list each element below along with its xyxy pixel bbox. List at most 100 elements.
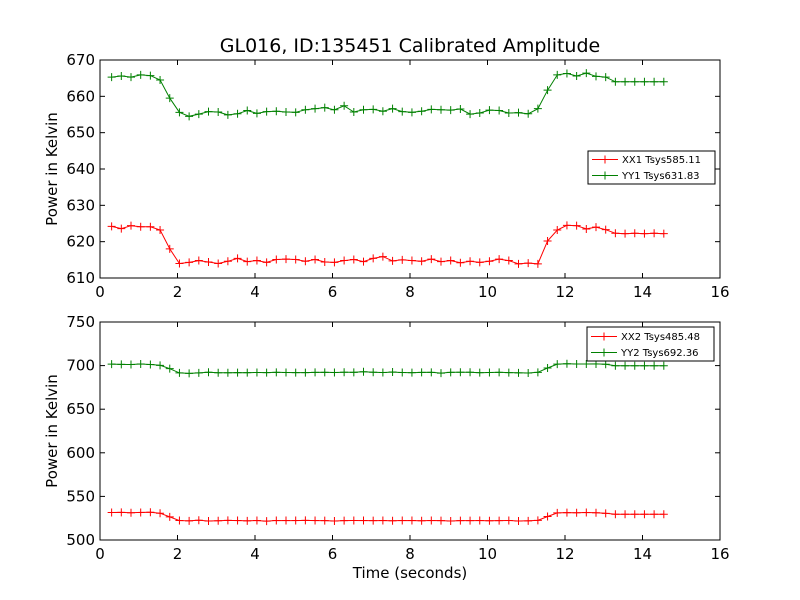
bottom-x-tick-label: 16 bbox=[710, 545, 729, 563]
top-axis-ticks: 0 2 4 6 8 10 12 14 16 610 620 630 640 650 660 670 bbox=[66, 51, 729, 301]
top-series-1-point bbox=[223, 110, 232, 119]
top-series-0-point bbox=[475, 258, 484, 267]
bottom-series-1-point bbox=[504, 368, 513, 377]
top-series-0-point bbox=[543, 236, 552, 245]
bottom-series-1-point bbox=[359, 367, 368, 376]
top-series-0-point bbox=[630, 229, 639, 238]
bottom-series-1-point bbox=[223, 368, 232, 377]
bottom-panel: 0 2 4 6 8 10 12 14 16 500 550 600 650 700 750 Power in… bbox=[43, 313, 730, 582]
bottom-series-0-point bbox=[107, 508, 116, 517]
top-series-0-point bbox=[601, 225, 610, 234]
bottom-series-0-point bbox=[349, 516, 358, 525]
bottom-x-axis-label: Time (seconds) bbox=[352, 564, 468, 582]
bottom-series-1-point bbox=[427, 368, 436, 377]
bottom-series-1-point bbox=[165, 364, 174, 373]
top-series-0-point bbox=[592, 223, 600, 232]
top-series-1-point bbox=[640, 77, 649, 86]
bottom-series-0-point bbox=[359, 516, 368, 525]
bottom-series-1-point bbox=[495, 368, 504, 377]
bottom-series-0-point bbox=[504, 516, 513, 525]
bottom-x-tick-label: 12 bbox=[555, 545, 574, 563]
top-series-1-point bbox=[194, 110, 203, 119]
top-series-1-point bbox=[378, 107, 387, 116]
top-series-0-point bbox=[272, 255, 281, 264]
top-y-tick-label: 660 bbox=[66, 87, 95, 105]
top-series-0-point bbox=[194, 256, 203, 265]
top-series-1-point bbox=[524, 109, 533, 118]
top-series-0-point bbox=[320, 258, 329, 267]
bottom-series-1-point bbox=[185, 369, 194, 378]
bottom-series-1-point bbox=[398, 368, 407, 377]
top-series-1-point bbox=[127, 73, 135, 82]
bottom-legend-xx2-marker bbox=[600, 332, 608, 341]
top-series-0-point bbox=[427, 255, 436, 264]
top-series-0-point bbox=[504, 256, 513, 265]
top-series-1-point bbox=[311, 104, 320, 113]
bottom-series-1-point bbox=[543, 363, 552, 372]
top-series-1-point bbox=[630, 77, 639, 86]
bottom-series-1-point bbox=[621, 361, 630, 370]
bottom-series-0-point bbox=[611, 510, 620, 519]
top-legend-yy1-marker bbox=[601, 171, 609, 180]
top-series-1-point bbox=[107, 73, 116, 82]
bottom-series-1-point bbox=[311, 368, 320, 377]
bottom-series-1-point bbox=[117, 360, 126, 369]
top-series-0-point bbox=[185, 258, 194, 267]
bottom-series-0-point bbox=[175, 516, 184, 525]
bottom-series-0-point bbox=[156, 509, 165, 518]
top-series-1-point bbox=[204, 107, 213, 116]
bottom-series-0-point bbox=[437, 516, 445, 525]
bottom-series-0-point bbox=[466, 516, 475, 525]
bottom-series-0-point bbox=[533, 516, 542, 525]
top-series-0-point bbox=[659, 229, 668, 238]
top-series-0-point bbox=[398, 255, 407, 264]
bottom-x-tick-label: 4 bbox=[250, 545, 260, 563]
bottom-series-0-point bbox=[398, 516, 407, 525]
bottom-series-1-point bbox=[136, 360, 145, 369]
bottom-series-0-point bbox=[223, 516, 232, 525]
bottom-series-0-point bbox=[407, 516, 416, 525]
top-series-1-point bbox=[175, 108, 184, 117]
bottom-series-1-point bbox=[650, 361, 659, 370]
top-series-1-point bbox=[320, 103, 329, 112]
bottom-series-1-point bbox=[659, 361, 668, 370]
bottom-series-1-point bbox=[146, 360, 155, 369]
top-series-0-point bbox=[146, 222, 155, 231]
bottom-series-1-point bbox=[466, 368, 475, 377]
bottom-series-0-point bbox=[185, 516, 194, 525]
bottom-series-0-point bbox=[427, 516, 436, 525]
top-series-1-point bbox=[272, 107, 281, 116]
top-series-0-point bbox=[437, 257, 445, 266]
top-series-0-point bbox=[107, 222, 116, 231]
top-series-1-point bbox=[601, 73, 610, 82]
top-series-1-point bbox=[252, 109, 261, 118]
bottom-series-0-point bbox=[553, 508, 562, 517]
top-series-1-point bbox=[437, 105, 445, 114]
bottom-series-0-point bbox=[659, 510, 668, 519]
top-series-0-point bbox=[156, 226, 165, 235]
bottom-series-1-point bbox=[156, 361, 165, 370]
bottom-series-1-point bbox=[194, 368, 203, 377]
bottom-series-group bbox=[107, 359, 668, 526]
bottom-series-0-point bbox=[340, 516, 349, 525]
bottom-series-1-point bbox=[446, 368, 455, 377]
top-series-1-point bbox=[146, 71, 155, 80]
top-x-tick-label: 16 bbox=[710, 283, 729, 301]
bottom-series-1-point bbox=[252, 368, 261, 377]
top-x-tick-label: 2 bbox=[173, 283, 183, 301]
top-series-1-point bbox=[291, 108, 300, 117]
bottom-series-0-point bbox=[388, 516, 397, 525]
top-series-0-point bbox=[417, 257, 426, 266]
bottom-series-0-point bbox=[282, 516, 290, 525]
bottom-series-0-point bbox=[272, 516, 281, 525]
bottom-series-0-point bbox=[214, 516, 223, 525]
top-series-0-point bbox=[262, 258, 271, 267]
bottom-y-tick-label: 750 bbox=[66, 313, 95, 331]
top-series-0-point bbox=[233, 254, 242, 263]
bottom-series-1-point bbox=[282, 368, 290, 377]
top-panel: 0 2 4 6 8 10 12 14 16 610 620 630 640 650 660 670 Power… bbox=[43, 51, 730, 301]
top-series-1-point bbox=[572, 71, 581, 80]
bottom-series-0-point bbox=[630, 510, 639, 519]
top-series-0-point bbox=[466, 257, 475, 266]
top-x-tick-label: 14 bbox=[633, 283, 652, 301]
